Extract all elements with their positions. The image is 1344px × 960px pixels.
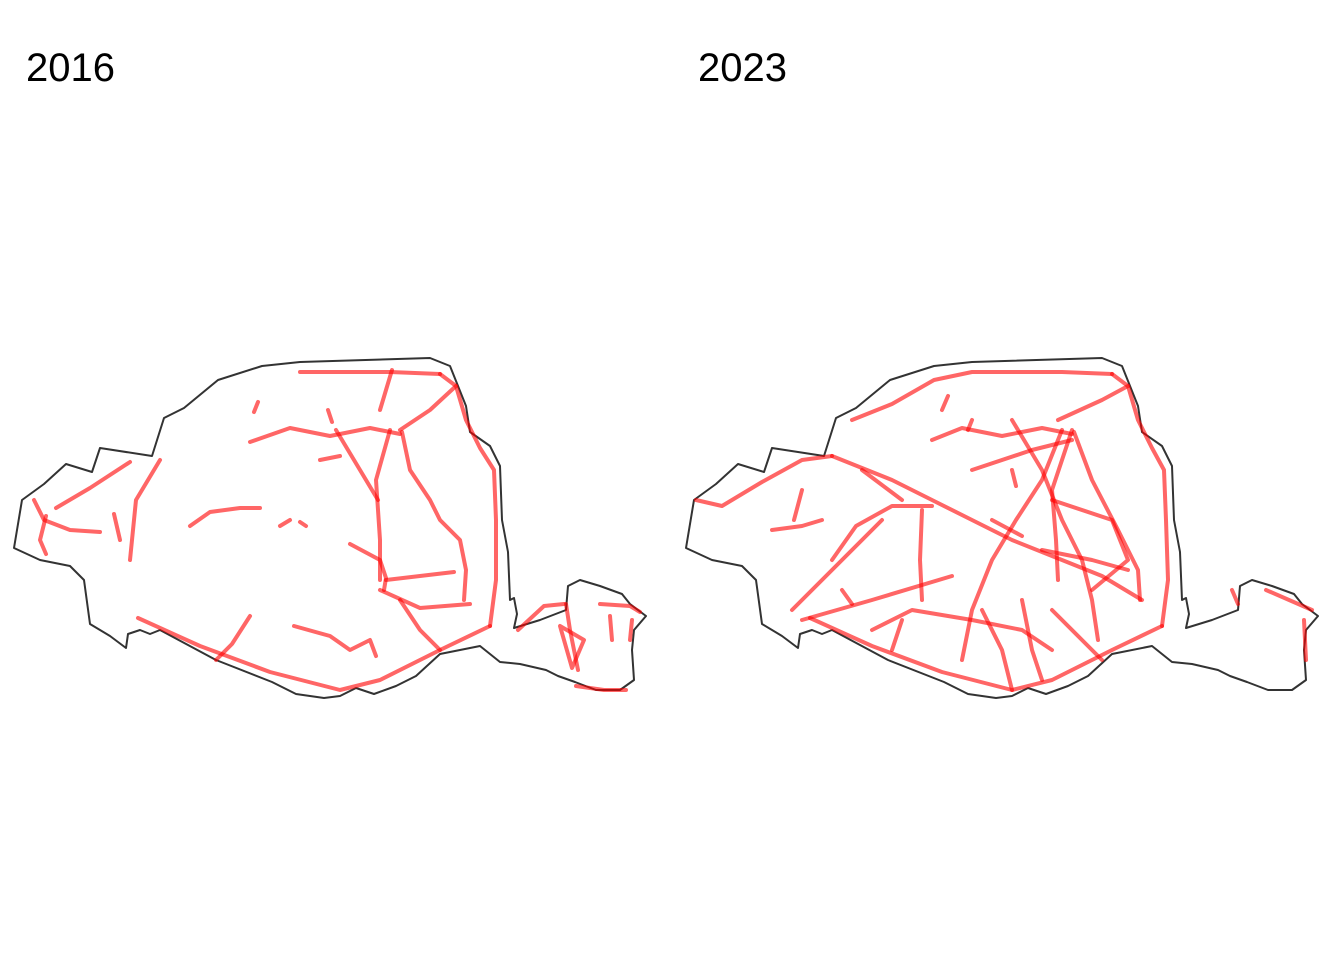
- lane-segment: [378, 368, 394, 412]
- lane-segment: [860, 468, 904, 502]
- lane-segment: [830, 454, 1144, 602]
- lane-segment: [980, 608, 1014, 692]
- lane-segment: [800, 574, 954, 622]
- lane-segment: [940, 394, 950, 412]
- lane-segment: [398, 384, 458, 432]
- map-panel-2016: 2016: [13, 46, 647, 699]
- lane-segment: [516, 602, 566, 632]
- lane-segment: [252, 400, 260, 414]
- panel-title: 2016: [26, 46, 115, 90]
- map-panel-2023: 2023: [672, 0, 1344, 960]
- bike-lanes: [32, 368, 642, 692]
- bike-lanes: [694, 370, 1314, 692]
- lane-segment: [850, 370, 1114, 422]
- lane-segment: [384, 570, 456, 582]
- lane-segment: [378, 588, 472, 610]
- lane-segment: [970, 438, 1074, 472]
- lane-segment: [558, 624, 586, 670]
- lane-segment: [438, 372, 498, 628]
- city-boundary: [13, 357, 647, 699]
- lane-segment: [930, 426, 1074, 442]
- lane-segment: [1302, 618, 1308, 662]
- lane-segment: [1110, 372, 1170, 628]
- lane-segment: [318, 454, 342, 462]
- lane-segment: [890, 618, 904, 652]
- lane-segment: [770, 518, 824, 532]
- lane-segment: [398, 598, 442, 652]
- lane-segment: [248, 426, 402, 444]
- lane-segment: [112, 512, 122, 542]
- lane-segment: [298, 520, 308, 528]
- lane-segment: [1264, 588, 1314, 612]
- lane-segment: [792, 488, 804, 522]
- lane-segment: [1056, 384, 1130, 422]
- lane-segment: [292, 624, 378, 658]
- lane-segment: [1050, 428, 1074, 582]
- lane-segment: [32, 498, 102, 534]
- lane-segment: [830, 504, 934, 562]
- lane-segment: [128, 458, 162, 562]
- lane-segment: [326, 408, 334, 424]
- lane-segment: [790, 518, 884, 612]
- lane-segment: [278, 518, 292, 528]
- lane-segment: [38, 514, 48, 556]
- lane-segment: [870, 608, 1054, 652]
- lane-segment: [188, 506, 262, 528]
- lane-segment: [990, 518, 1024, 538]
- lane-segment: [54, 460, 132, 510]
- lane-segment: [1050, 498, 1130, 592]
- lane-segment: [574, 684, 628, 692]
- lane-segment: [608, 614, 614, 642]
- lane-segment: [334, 428, 380, 502]
- map-canvas: [13, 357, 647, 699]
- map-canvas: [685, 357, 1319, 699]
- lane-segment: [348, 542, 388, 592]
- lane-segment: [1020, 598, 1044, 682]
- lane-segment: [214, 614, 252, 662]
- lane-segment: [598, 602, 642, 614]
- panel-title: 2023: [698, 46, 787, 90]
- lane-segment: [1050, 608, 1104, 662]
- lane-segment: [966, 418, 974, 432]
- lane-segment: [1230, 588, 1240, 606]
- lane-segment: [1010, 418, 1100, 642]
- lane-segment: [298, 370, 442, 376]
- lane-segment: [694, 454, 834, 508]
- lane-segment: [840, 588, 854, 606]
- lane-segment: [1040, 548, 1130, 572]
- city-boundary: [685, 357, 1319, 699]
- lane-segment: [400, 430, 468, 602]
- lane-segment: [628, 618, 634, 642]
- lane-segment: [1010, 468, 1018, 488]
- lane-segment: [918, 508, 924, 602]
